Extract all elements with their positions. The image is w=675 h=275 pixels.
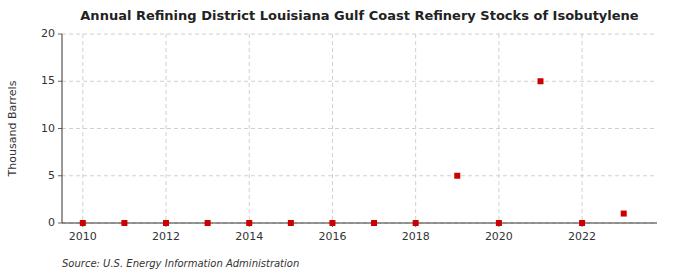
point [454, 173, 460, 179]
y-grid-line [62, 128, 657, 129]
x-tick-label: 2014 [235, 230, 263, 243]
x-tick-label: 2010 [69, 230, 97, 243]
y-tick [58, 223, 62, 224]
point [496, 220, 502, 226]
grid [62, 34, 657, 223]
plot-area [62, 34, 657, 223]
y-tick-label: 10 [41, 122, 55, 135]
y-tick [58, 34, 62, 35]
y-grid-line [62, 34, 657, 35]
point [621, 211, 627, 217]
point [246, 220, 252, 226]
y-tick [58, 81, 62, 82]
x-tick-label: 2018 [402, 230, 430, 243]
point [413, 220, 419, 226]
x-grid-line [249, 34, 250, 223]
annotation: Source: U.S. Energy Information Administ… [62, 258, 299, 269]
point [537, 78, 543, 84]
title: Annual Refining District Louisiana Gulf … [80, 8, 639, 23]
y-grid-line [62, 223, 657, 224]
y-tick [58, 128, 62, 129]
point [163, 220, 169, 226]
y-tick [58, 175, 62, 176]
y-tick-label: 0 [48, 216, 55, 229]
chart-svg: 0 5 10 15 20 2010 2012 2014 2016 2018 2020 2022 Annu… [0, 0, 675, 275]
x-axis-line [62, 223, 657, 224]
y-tick-label: 15 [41, 74, 55, 87]
point [205, 220, 211, 226]
y-tick-label: 20 [41, 27, 55, 40]
y-grid-line [62, 81, 657, 82]
x-tick-label: 2022 [568, 230, 596, 243]
markers [80, 78, 627, 226]
point [579, 220, 585, 226]
y-axis-label: Thousand Barrels [6, 80, 19, 177]
x-tick-label: 2012 [152, 230, 180, 243]
x-grid-line [498, 34, 499, 223]
x-tick-label: 2016 [318, 230, 346, 243]
x-tick-label: 2020 [485, 230, 513, 243]
x-grid-line [582, 34, 583, 223]
x-grid-line [332, 34, 333, 223]
y-axis-line [62, 34, 63, 223]
x-grid-line [166, 34, 167, 223]
point [121, 220, 127, 226]
point [371, 220, 377, 226]
point [329, 220, 335, 226]
chart-container: 0 5 10 15 20 2010 2012 2014 2016 2018 2020 2022 Annu… [0, 0, 675, 275]
x-grid-line [82, 34, 83, 223]
x-grid-line [415, 34, 416, 223]
point [80, 220, 86, 226]
point [288, 220, 294, 226]
axes: 0 5 10 15 20 2010 2012 2014 2016 2018 2020 2022 [41, 27, 657, 243]
y-grid-line [62, 175, 657, 176]
y-tick-label: 5 [48, 169, 55, 182]
